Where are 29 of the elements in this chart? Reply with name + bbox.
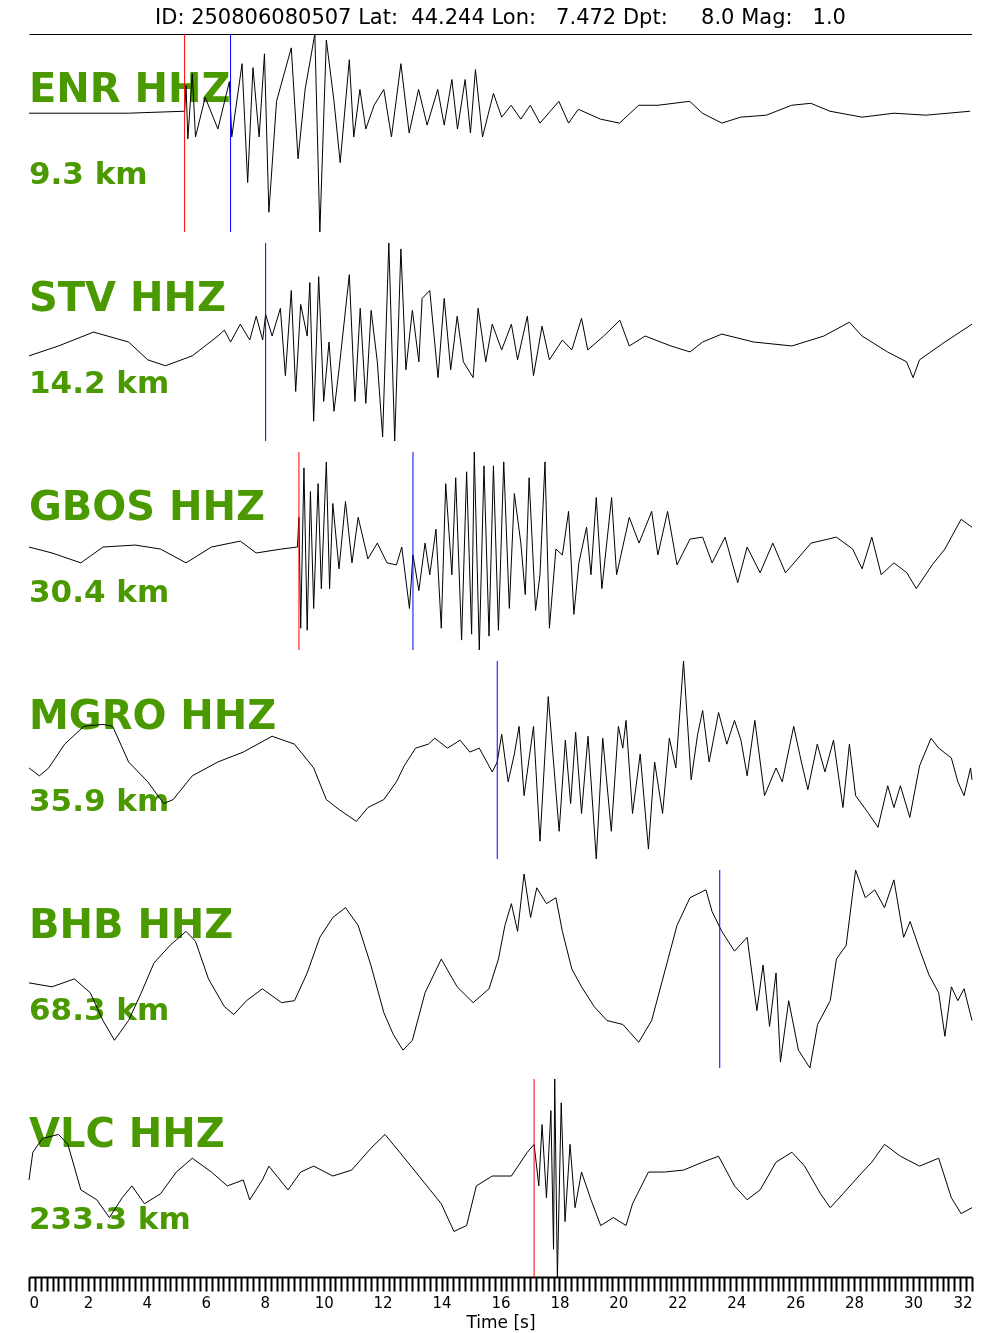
- x-tick-label: 14: [432, 1293, 452, 1312]
- annotation: 14.2 km: [29, 364, 170, 400]
- x-tick-label: 24: [727, 1293, 747, 1312]
- annotation: 35.9 km: [29, 782, 170, 818]
- annotation: STV HHZ: [29, 274, 226, 320]
- x-tick-label: 22: [668, 1293, 688, 1312]
- x-tick-label: 8: [260, 1293, 271, 1312]
- x-tick-label: 10: [314, 1293, 334, 1312]
- x-tick-label: 28: [845, 1293, 865, 1312]
- x-tick-label: 6: [201, 1293, 212, 1312]
- x-tick-label: 4: [142, 1293, 153, 1312]
- x-tick-label: 18: [550, 1293, 570, 1312]
- annotation: GBOS HHZ: [29, 483, 266, 529]
- annotation: VLC HHZ: [29, 1110, 225, 1156]
- x-tick-label: 26: [786, 1293, 806, 1312]
- x-axis-title: Time [s]: [465, 1311, 536, 1332]
- x-tick-label: 32: [953, 1293, 973, 1312]
- x-tick-label: 20: [609, 1293, 629, 1312]
- x-tick-label: 30: [904, 1293, 924, 1312]
- x-tick-label: 2: [83, 1293, 94, 1312]
- x-tick-label: 12: [373, 1293, 393, 1312]
- chart-title: ID: 250806080507 Lat: 44.244 Lon: 7.472 Dpt: 8.0 Mag: 1.0: [155, 4, 846, 29]
- annotation: BHB HHZ: [29, 901, 234, 947]
- annotation: 9.3 km: [29, 155, 148, 191]
- annotation: 233.3 km: [29, 1200, 191, 1236]
- x-tick-label: 0: [29, 1293, 40, 1312]
- annotation: MGRO HHZ: [29, 692, 277, 738]
- x-tick-label: 16: [491, 1293, 511, 1312]
- annotation: 30.4 km: [29, 573, 170, 609]
